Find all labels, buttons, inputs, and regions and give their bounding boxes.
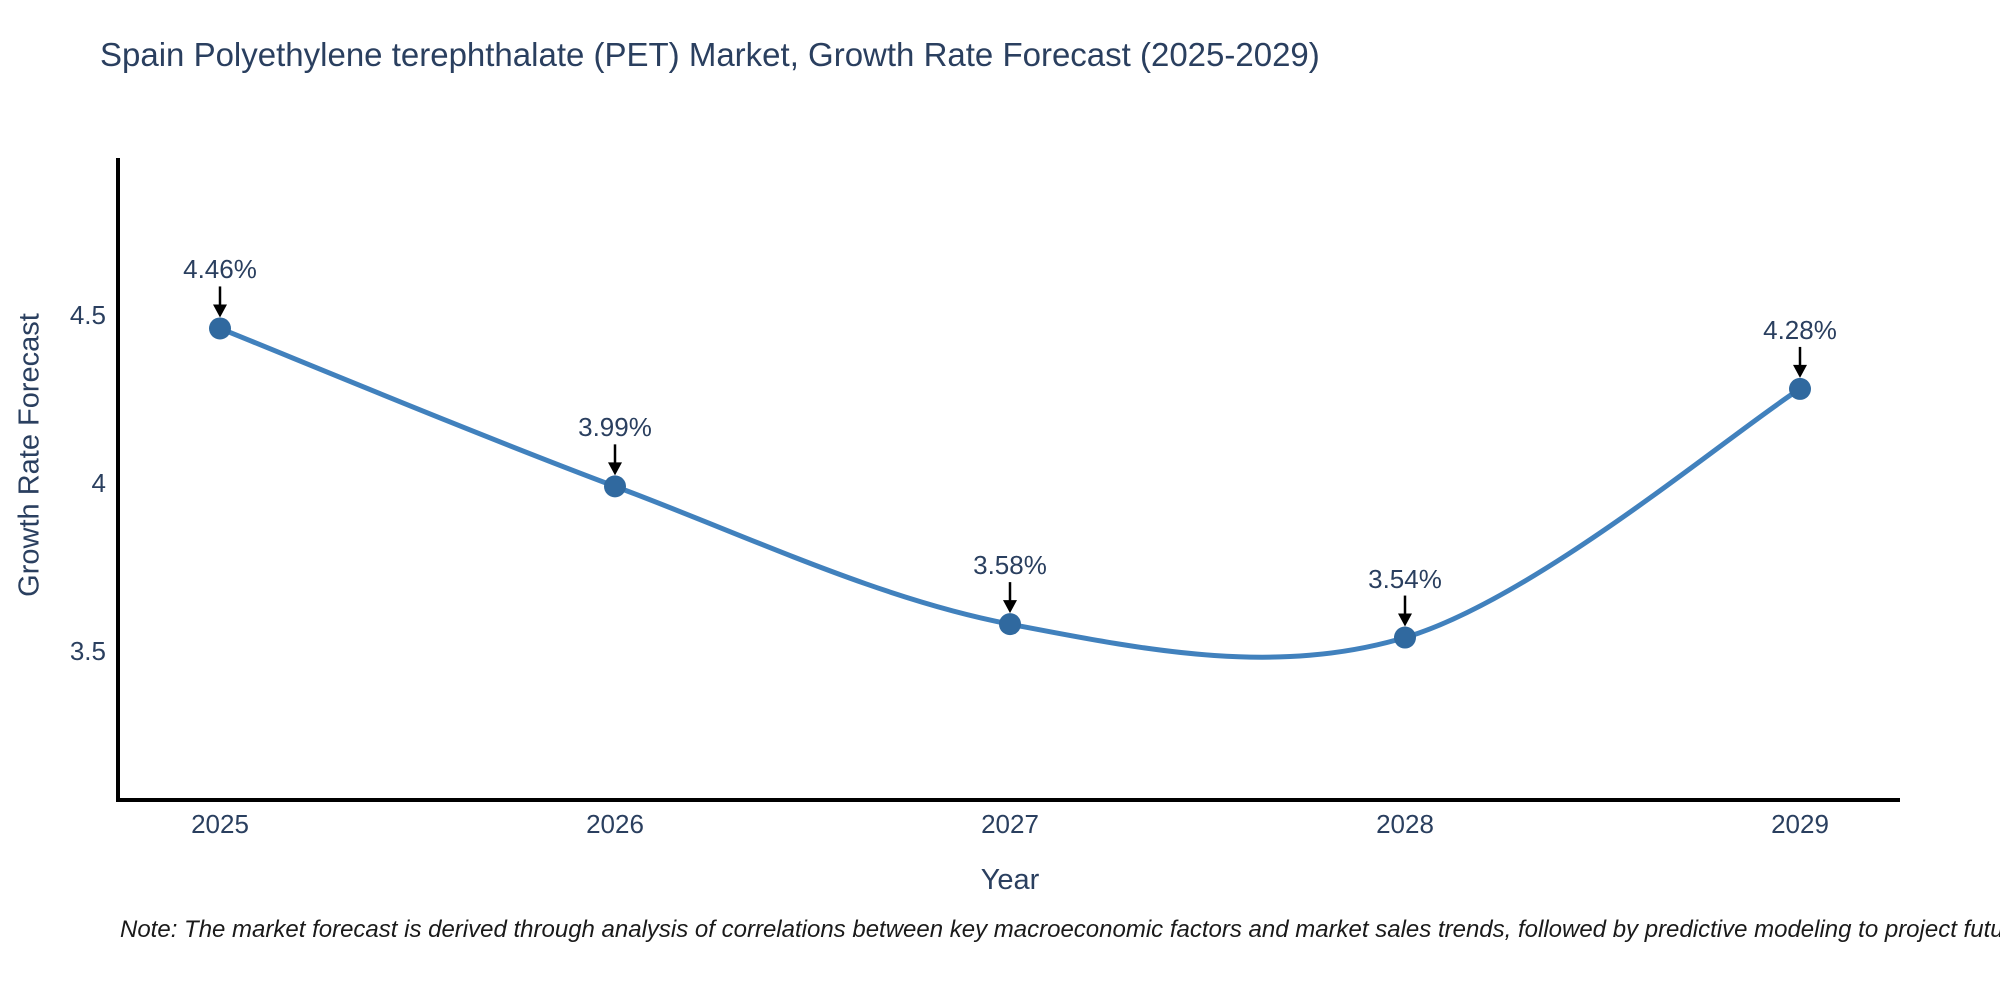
x-tick-label: 2029 [1771, 809, 1829, 839]
point-annotation: 4.28% [1763, 314, 1837, 345]
footnote: Note: The market forecast is derived thr… [120, 916, 2000, 943]
point-annotation: 3.99% [578, 412, 652, 443]
data-point-marker [604, 475, 626, 498]
y-tick-label: 4.5 [69, 300, 106, 330]
data-point-marker [209, 317, 231, 340]
chart-title: Spain Polyethylene terephthalate (PET) M… [100, 36, 1320, 73]
y-tick-label: 3.5 [69, 636, 106, 666]
data-point-marker [1789, 377, 1811, 400]
annotation-arrowhead-icon [608, 462, 622, 476]
point-annotation: 4.46% [183, 254, 257, 285]
annotation-arrowhead-icon [1003, 600, 1017, 614]
data-point-marker [999, 613, 1021, 636]
x-tick-label: 2025 [191, 809, 249, 839]
y-tick-label: 4 [91, 468, 106, 498]
x-axis-title: Year [980, 864, 1040, 896]
data-point-marker [1394, 626, 1416, 649]
x-tick-label: 2026 [586, 809, 644, 839]
annotation-arrowhead-icon [1793, 364, 1807, 378]
point-annotation: 3.58% [973, 550, 1047, 581]
x-tick-label: 2027 [981, 809, 1039, 839]
y-axis-title: Growth Rate Forecast [13, 313, 46, 597]
point-annotation: 3.54% [1368, 563, 1442, 594]
annotation-arrowhead-icon [1398, 613, 1412, 627]
x-tick-label: 2028 [1376, 809, 1434, 839]
annotation-arrowhead-icon [213, 304, 227, 318]
